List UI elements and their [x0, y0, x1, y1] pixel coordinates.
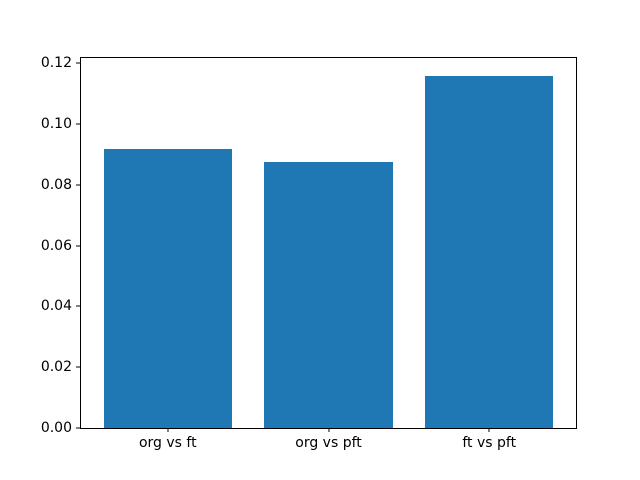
x-tick-mark: [167, 428, 169, 432]
y-tick-mark: [76, 366, 80, 368]
y-tick-label: 0.10: [40, 116, 72, 133]
y-tick-label: 0.06: [40, 237, 72, 254]
bar-org-vs-pft: [264, 162, 393, 428]
y-tick-mark: [76, 305, 80, 307]
y-tick-label: 0.12: [40, 55, 72, 72]
y-tick-label: 0.08: [40, 176, 72, 193]
y-tick-label: 0.00: [40, 420, 72, 436]
y-tick-label: 0.04: [40, 298, 72, 315]
y-tick-label: 0.02: [40, 359, 72, 376]
y-tick-mark: [76, 427, 80, 429]
bar-ft-vs-pft: [424, 75, 554, 428]
axes-area: 0.00 0.02 0.04 0.06 0.08 0.10 0.12 org vs ft org…: [41, 56, 577, 450]
x-tick-mark: [488, 428, 490, 432]
x-tick-label: org vs pft: [295, 435, 362, 451]
y-tick-mark: [76, 245, 80, 247]
bar-org-vs-ft: [103, 149, 233, 428]
y-tick-mark: [76, 123, 80, 125]
y-tick-mark: [76, 184, 80, 186]
x-tick-label: ft vs pft: [462, 435, 517, 451]
x-tick-mark: [328, 428, 329, 432]
y-tick-mark: [76, 62, 80, 64]
x-tick-label: org vs ft: [138, 435, 197, 451]
